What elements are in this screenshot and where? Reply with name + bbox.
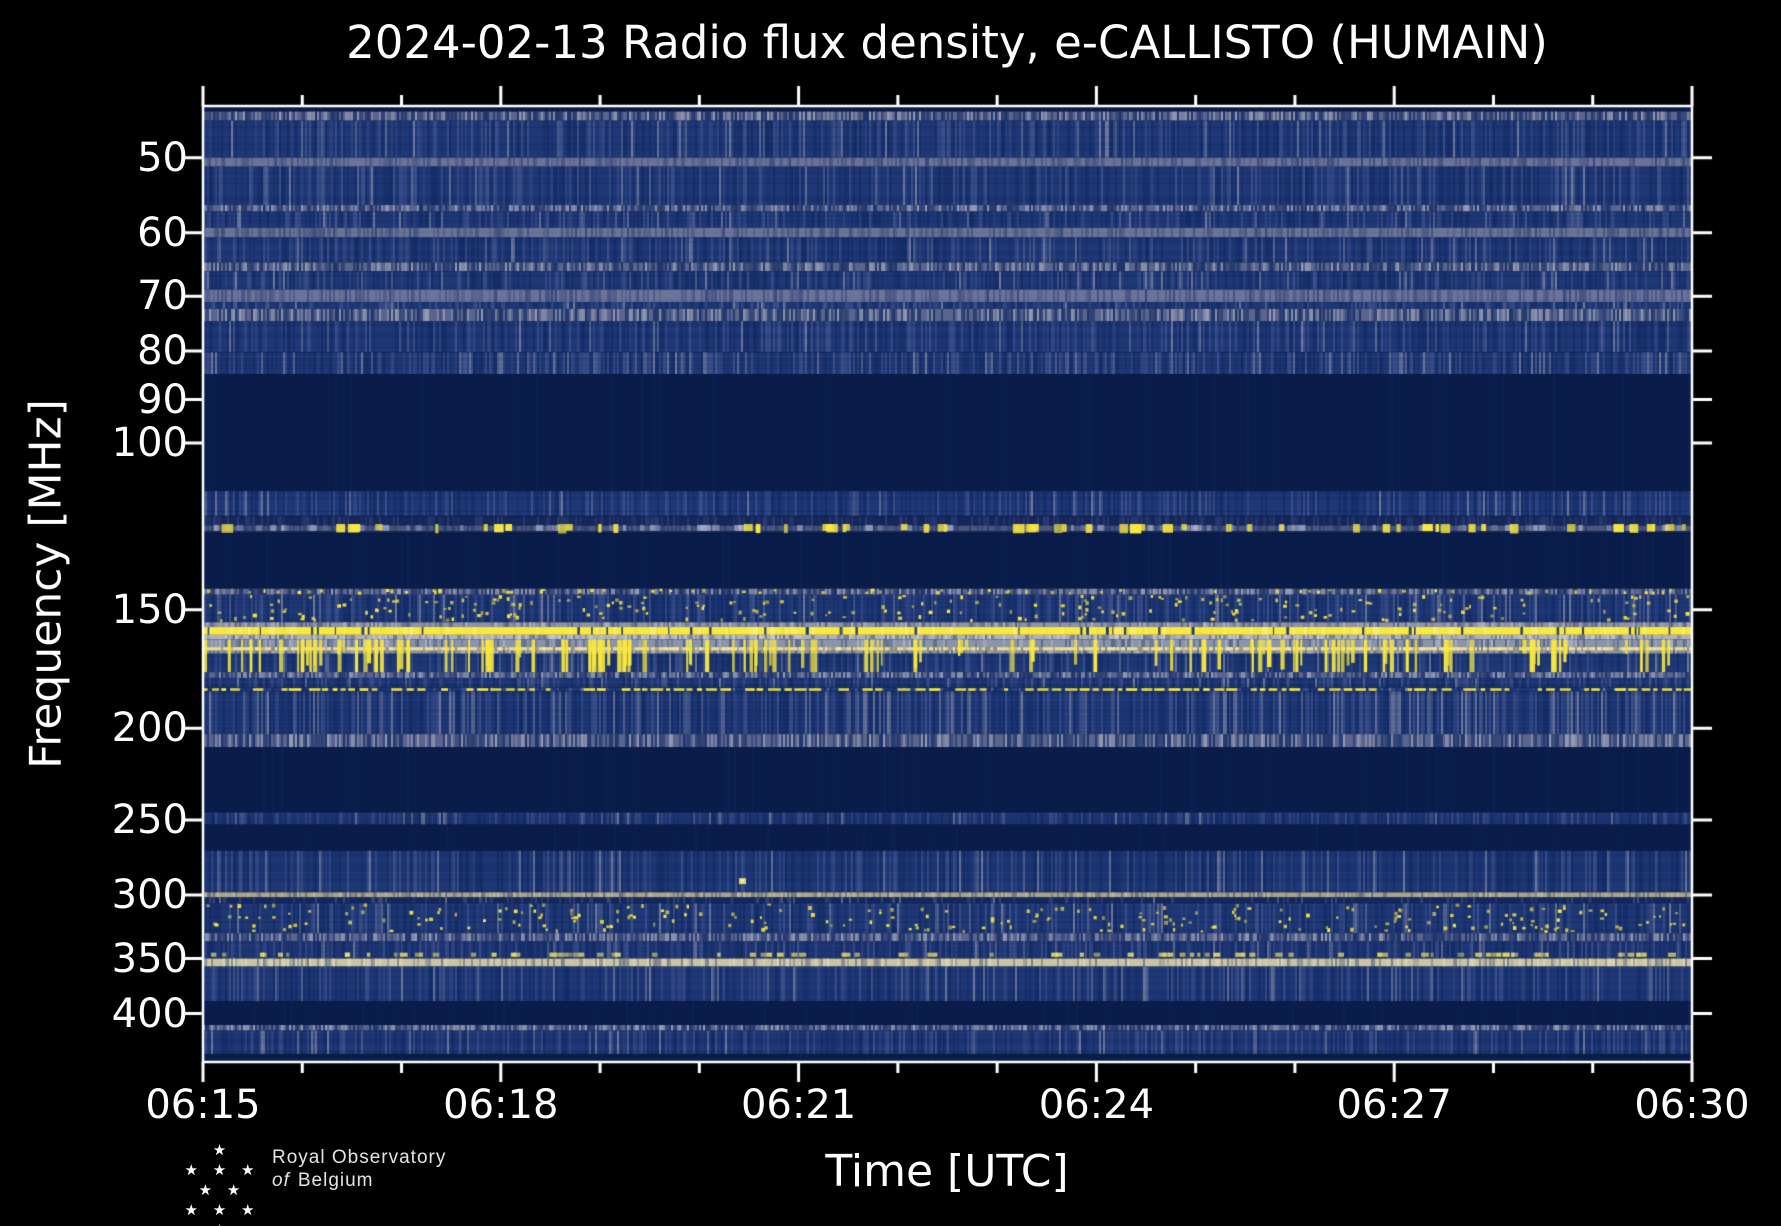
rob-logo-of: of xyxy=(272,1170,290,1191)
y-tick-label: 80 xyxy=(137,328,188,375)
x-axis-label: Time [UTC] xyxy=(825,1146,1069,1197)
star-row-2: ★ ★ ★ ★ ★ xyxy=(184,1161,260,1199)
plot-title: 2024-02-13 Radio flux density, e-CALLIST… xyxy=(346,16,1548,69)
x-tick-label: 06:15 xyxy=(145,1082,261,1128)
x-tick-label: 06:24 xyxy=(1038,1082,1155,1128)
y-tick-label: 70 xyxy=(137,273,188,320)
y-tick-label: 150 xyxy=(111,586,188,633)
rob-logo-stars: ★ ★ ★ ★ ★ ★ ★ ★ ★ ★ xyxy=(174,1140,270,1226)
y-tick-label: 350 xyxy=(111,935,188,982)
x-tick-label: 06:30 xyxy=(1634,1082,1750,1128)
y-tick-label: 50 xyxy=(137,134,188,181)
y-tick-label: 90 xyxy=(137,376,188,423)
rob-logo-belgium: Belgium xyxy=(297,1170,374,1191)
y-tick-label: 250 xyxy=(111,797,188,844)
x-tick-label: 06:27 xyxy=(1336,1082,1452,1128)
y-tick-label: 60 xyxy=(137,209,188,256)
rob-logo: ★ ★ ★ ★ ★ ★ ★ ★ ★ ★ Royal Observatory of… xyxy=(174,1140,594,1226)
y-tick-label: 200 xyxy=(111,705,188,752)
star-row-1: ★ xyxy=(212,1141,232,1159)
rob-logo-text: Royal Observatory of Belgium xyxy=(272,1146,446,1192)
y-axis-label: Frequency [MHz] xyxy=(20,399,72,769)
y-tick-label: 300 xyxy=(111,872,188,919)
y-tick-label: 400 xyxy=(111,990,188,1037)
y-tick-label: 100 xyxy=(111,419,188,466)
x-tick-label: 06:21 xyxy=(740,1082,857,1128)
rob-logo-line1: Royal Observatory xyxy=(272,1147,447,1168)
x-tick-label: 06:18 xyxy=(443,1082,559,1128)
star-row-3: ★ ★ ★ ★ xyxy=(184,1201,260,1226)
rob-logo-line2: of Belgium xyxy=(272,1169,446,1192)
